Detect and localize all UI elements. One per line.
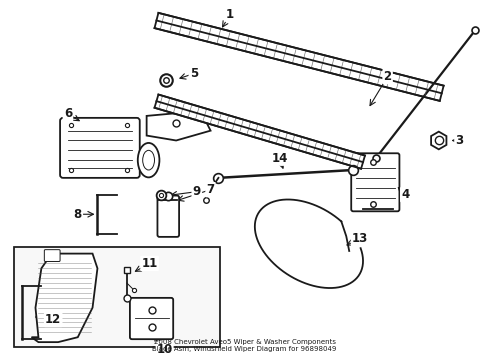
Text: 7: 7 — [206, 183, 214, 196]
Text: 12: 12 — [45, 313, 61, 326]
Polygon shape — [154, 13, 443, 101]
FancyBboxPatch shape — [350, 153, 399, 211]
Text: 3: 3 — [454, 134, 463, 147]
Bar — [14, 247, 220, 347]
Text: 13: 13 — [351, 232, 367, 246]
Text: 1: 1 — [226, 8, 234, 21]
Ellipse shape — [138, 143, 159, 177]
FancyBboxPatch shape — [44, 250, 60, 261]
Text: 5: 5 — [189, 67, 198, 80]
Text: 4: 4 — [400, 188, 408, 201]
Text: 9: 9 — [192, 185, 201, 198]
Text: 2008 Chevrolet Aveo5 Wiper & Washer Components
Blade Asm, Windshield Wiper Diagr: 2008 Chevrolet Aveo5 Wiper & Washer Comp… — [152, 339, 336, 352]
Bar — [14, 247, 220, 347]
Text: 14: 14 — [271, 152, 287, 165]
FancyBboxPatch shape — [60, 118, 140, 178]
Polygon shape — [32, 253, 97, 342]
Text: 6: 6 — [64, 107, 72, 121]
Text: 2: 2 — [383, 70, 391, 83]
Text: 11: 11 — [141, 257, 158, 270]
Polygon shape — [146, 111, 210, 140]
Polygon shape — [154, 95, 364, 169]
FancyBboxPatch shape — [130, 298, 173, 339]
Text: 8: 8 — [74, 208, 81, 221]
Ellipse shape — [142, 150, 154, 170]
Text: 10: 10 — [156, 342, 172, 356]
Polygon shape — [430, 132, 446, 149]
FancyBboxPatch shape — [157, 195, 179, 237]
